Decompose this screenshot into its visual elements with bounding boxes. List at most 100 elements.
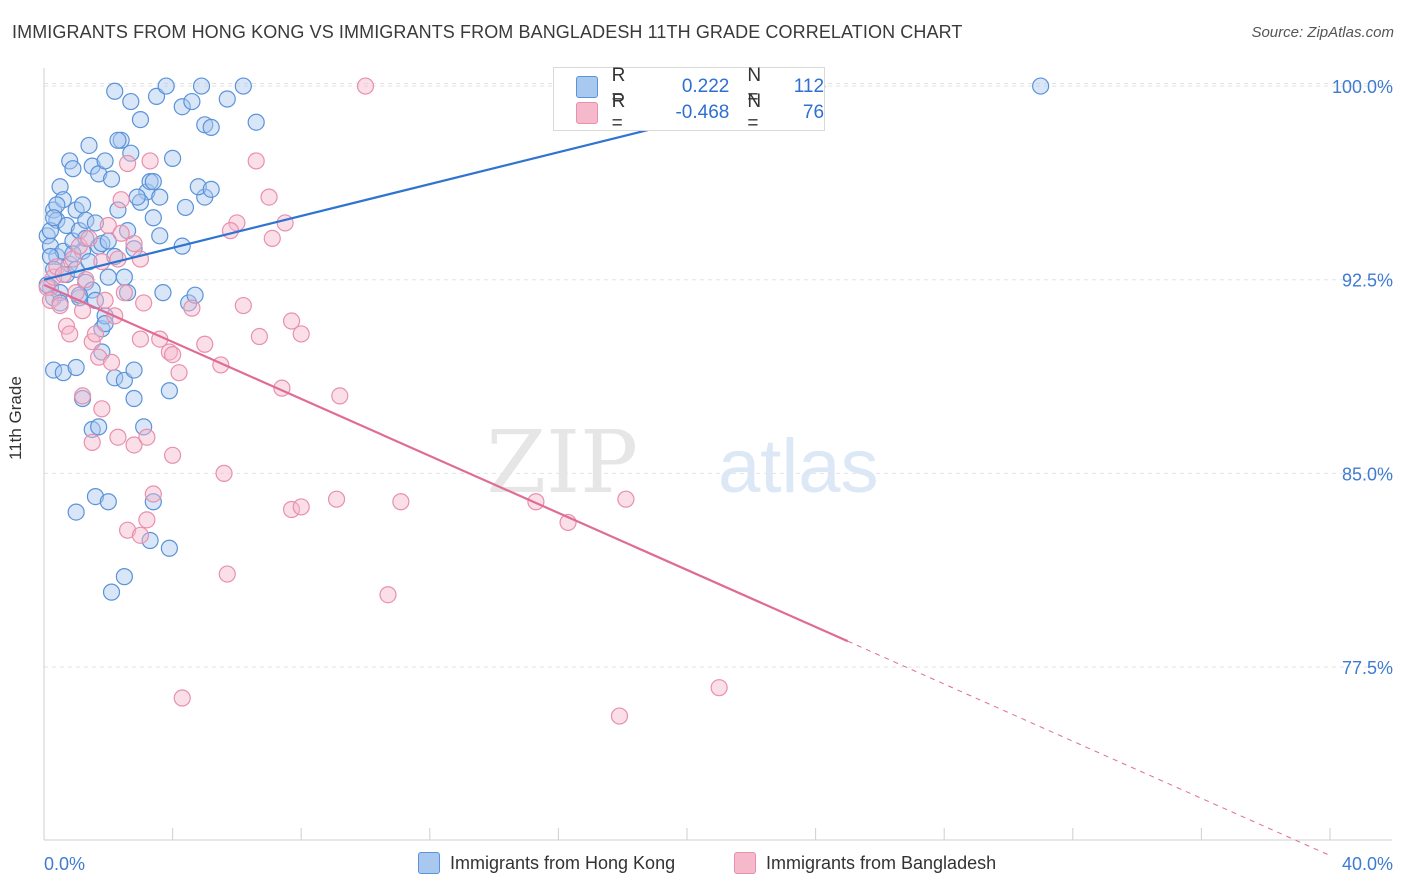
hong-kong-point [144,209,162,227]
x-tick-label: 0.0% [44,854,85,874]
bangladesh-point [164,446,182,464]
bangladesh-point [260,188,278,206]
watermark-zip: ZIP [486,413,638,513]
trend-lines [43,85,1331,856]
bangladesh-point [115,284,133,302]
n-label: N = [747,91,762,134]
bangladesh-point [282,312,301,330]
stats-row-bangladesh: R = -0.468 N = 76 [576,91,825,134]
hong-kong-point [173,98,191,116]
hong-kong-point [1032,77,1050,95]
bangladesh-point [379,586,397,604]
y-tick-label: 85.0% [1342,464,1393,484]
bangladesh-point [276,214,294,232]
bangladesh-point [102,353,121,371]
n-label: N = [747,65,762,108]
hong-kong-point [54,364,72,382]
stats-row-hong-kong: R = 0.222 N = 112 [576,65,825,108]
legend-item-bangladesh: Immigrants from Bangladesh [734,852,996,874]
bangladesh-point [83,433,101,451]
hong-kong-point [234,77,252,95]
bangladesh-swatch [576,102,598,124]
chart-title: IMMIGRANTS FROM HONG KONG VS IMMIGRANTS … [12,22,963,42]
hong-kong-point [109,201,127,219]
hong-kong-point [106,82,124,100]
hong-kong-point [45,209,63,227]
legend-label-hong-kong: Immigrants from Hong Kong [450,852,676,873]
y-tick-label: 100.0% [1332,77,1393,97]
hong-kong-point [122,144,140,162]
hong-kong-point [67,503,85,521]
hong-kong-point [41,247,60,266]
bangladesh-point [356,77,375,95]
bangladesh-point [135,294,153,312]
hong-kong-point [96,152,114,170]
hong-kong-point [48,196,66,214]
hong-kong-point [77,211,95,229]
bangladesh-point [99,216,117,235]
bangladesh-legend-swatch [734,852,756,874]
hong-kong-point [135,418,153,436]
hong-kong-point [64,160,82,178]
bangladesh-point [710,679,728,697]
hong-kong-point [122,92,140,111]
bangladesh-point [617,490,635,508]
hong-kong-point [192,77,211,95]
stats-legend: R = 0.222 N = 112 R = -0.468 N = 76 [553,65,825,134]
hong-kong-point [51,178,69,196]
bangladesh-point [131,526,150,544]
hong-kong-point [86,214,105,232]
hong-kong-point [73,196,92,214]
legend-label-bangladesh: Immigrants from Bangladesh [766,852,997,873]
bangladesh-point [164,345,182,364]
bangladesh-point [392,493,410,511]
bangladesh-point [196,335,214,353]
bangladesh-point [282,500,301,519]
hong-kong-point [186,286,204,304]
bangladesh-point [173,689,191,707]
hong-kong-point [99,268,117,286]
scatter-points [38,77,1050,725]
bangladesh-point [144,485,162,503]
hong-kong-point [151,227,169,245]
bangladesh-point [610,707,629,725]
bangladesh-point [41,291,60,309]
bangladesh-point [118,521,137,539]
bangladesh-point [160,343,178,361]
bangladesh-point [112,191,130,209]
bangladesh-point [51,296,69,315]
n-value-bangladesh: 76 [802,102,825,123]
hong-kong-point [67,358,85,377]
hong-kong-point [115,568,133,586]
hong-kong-point [151,188,169,206]
hong-kong-point [115,268,133,286]
hong-kong-point [57,216,76,235]
hong-kong-point [45,361,63,379]
hong-kong-point [38,227,56,245]
hong-kong-point [202,118,220,136]
r-value-hong-kong: 0.222 [681,76,730,97]
axes [43,68,1392,841]
n-value-hong-kong: 112 [793,76,825,97]
bangladesh-point [141,152,159,170]
hong-kong-point [109,131,127,149]
bangladesh-point [125,436,143,454]
bangladesh-trend-extension [847,640,1331,856]
hong-kong-point [160,539,178,557]
hong-kong-point [86,488,105,506]
bangladesh-point [131,330,150,348]
bangladesh-point [247,152,265,170]
bangladesh-point [292,325,310,343]
hong-kong-point [202,180,220,198]
hong-kong-point [99,493,117,511]
hong-kong-point [131,193,150,211]
bangladesh-point [170,364,188,382]
hong-kong-point [138,183,156,201]
hong-kong-point [157,77,175,95]
hong-kong-point [176,198,195,217]
bangladesh-point [73,387,92,405]
bangladesh-point [118,154,137,173]
bangladesh-trend-line [43,283,849,643]
bangladesh-point [138,511,156,529]
x-tick-label: 40.0% [1342,854,1393,874]
